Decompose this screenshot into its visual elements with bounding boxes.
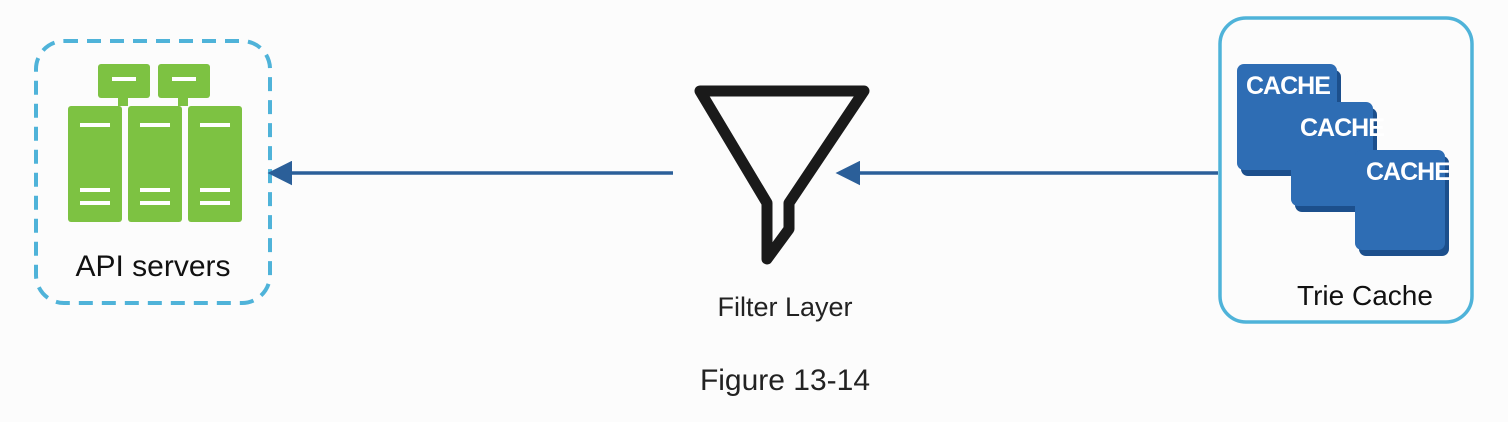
filter-layer-label: Filter Layer bbox=[717, 292, 853, 322]
server-rack-icon bbox=[68, 64, 242, 222]
trie-cache-label: Trie Cache bbox=[1297, 280, 1433, 311]
cache-block-1-label: CACHE bbox=[1246, 72, 1330, 100]
cache-block-2-label: CACHE bbox=[1300, 114, 1384, 142]
cache-block-2 bbox=[1291, 102, 1373, 206]
figure-caption: Figure 13-14 bbox=[699, 364, 871, 397]
api-servers-label: API servers bbox=[75, 250, 231, 283]
cache-stack-icon: CACHE CACHE CACHE bbox=[1237, 64, 1451, 256]
trie-cache-container bbox=[1218, 16, 1474, 324]
funnel-icon bbox=[694, 85, 870, 265]
cache-block-3 bbox=[1355, 150, 1445, 250]
cache-block-3-label: CACHE bbox=[1366, 158, 1450, 186]
